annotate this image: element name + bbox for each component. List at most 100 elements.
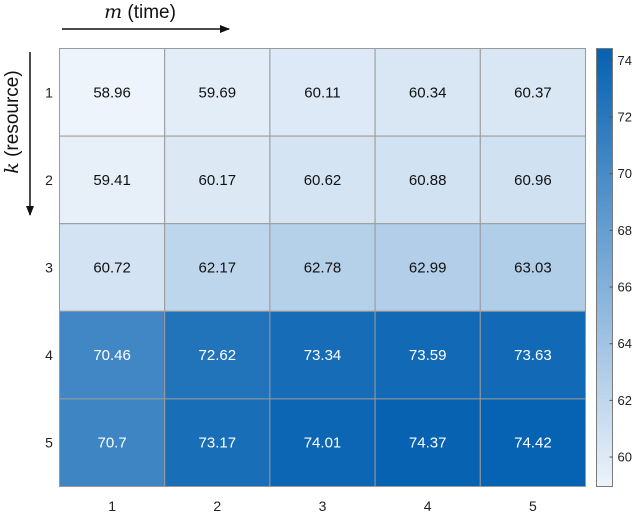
colorbar-segment — [596, 205, 613, 210]
colorbar-segment — [596, 143, 613, 148]
colorbar-segment — [596, 132, 613, 137]
colorbar-segment — [596, 369, 613, 374]
colorbar-segment — [596, 183, 613, 188]
heatmap-cell — [269, 310, 376, 400]
colorbar-segment — [596, 336, 613, 342]
colorbar-segment — [596, 355, 613, 360]
colorbar-frame — [596, 48, 613, 487]
x-tick-label: 2 — [213, 498, 221, 512]
colorbar-segment — [596, 420, 613, 426]
heatmap-cell — [374, 223, 481, 312]
cell-value-label: 70.46 — [93, 347, 131, 364]
cell-value-label: 73.17 — [199, 435, 237, 452]
colorbar-segment — [596, 260, 613, 265]
colorbar-tick-label: 64 — [618, 336, 632, 351]
colorbar-segment — [596, 168, 613, 174]
colorbar-segment — [596, 106, 613, 112]
colorbar-segment — [596, 103, 613, 108]
cell-value-label: 59.41 — [93, 172, 131, 189]
y-tick-label: 2 — [45, 172, 53, 188]
heatmap-cell — [479, 223, 586, 312]
colorbar-segment — [596, 377, 613, 382]
colorbar-segment — [596, 52, 613, 57]
x-tick-label: 5 — [529, 498, 537, 512]
colorbar-segment — [596, 413, 613, 418]
colorbar-segment — [596, 92, 613, 97]
cell-value-label: 60.62 — [304, 172, 342, 189]
colorbar-segment — [596, 85, 613, 90]
heatmap-cell — [164, 223, 271, 312]
colorbar-segment — [596, 409, 613, 415]
colorbar-tick-label: 62 — [618, 393, 632, 408]
cell-value-label: 63.03 — [514, 260, 552, 277]
heatmap-cell — [59, 223, 166, 312]
colorbar-segment — [596, 475, 613, 480]
colorbar-tick-label: 66 — [618, 280, 632, 295]
x-tick-labels: 1 2 3 4 5 — [108, 498, 537, 512]
colorbar-segment — [596, 74, 613, 79]
colorbar-segment — [596, 55, 613, 61]
colorbar-segment — [596, 428, 613, 433]
y-tick-label: 3 — [45, 260, 53, 276]
colorbar-segment — [596, 220, 613, 225]
colorbar-segment — [596, 139, 613, 144]
colorbar-segment — [596, 161, 613, 166]
colorbar-segment — [596, 158, 613, 163]
heatmap-cell — [374, 135, 481, 225]
colorbar-segment — [596, 450, 613, 455]
colorbar-segment — [596, 289, 613, 294]
colorbar-segment — [596, 194, 613, 199]
cell-value-label: 58.96 — [93, 84, 131, 101]
colorbar-segment — [596, 165, 613, 170]
colorbar-segment — [596, 431, 613, 436]
colorbar-segment — [596, 300, 613, 305]
cell-value-label: 60.17 — [199, 172, 237, 189]
y-tick-label: 4 — [45, 347, 53, 363]
colorbar-tick-label: 72 — [618, 110, 632, 125]
colorbar-segment — [596, 190, 613, 196]
colorbar-segment — [596, 234, 613, 239]
y-axis-variable: k — [1, 162, 23, 174]
colorbar-segment — [596, 347, 613, 353]
colorbar-segment — [596, 99, 613, 104]
colorbar-segment — [596, 395, 613, 400]
colorbar-segment — [596, 424, 613, 429]
colorbar-segment — [596, 471, 613, 477]
cell-value-label: 60.88 — [409, 172, 447, 189]
cell-value-label: 74.37 — [409, 435, 447, 452]
colorbar-segment — [596, 380, 613, 385]
colorbar-segment — [596, 216, 613, 221]
cell-value-label: 60.34 — [409, 84, 447, 101]
heatmap-cell — [59, 135, 166, 225]
colorbar-segment — [596, 63, 613, 68]
colorbar-segment — [596, 278, 613, 283]
plot-frame — [59, 48, 586, 487]
colorbar-segment — [596, 293, 613, 298]
colorbar-segment — [596, 373, 613, 378]
colorbar-segment — [596, 95, 613, 101]
cell-value-label: 59.69 — [199, 84, 237, 101]
colorbar-tick-label: 60 — [618, 450, 632, 465]
cell-value-label: 60.37 — [514, 84, 552, 101]
y-tick-label: 1 — [45, 84, 53, 100]
colorbar: 60 62 64 66 68 70 72 74 — [596, 48, 632, 488]
colorbar-segment — [596, 198, 613, 203]
colorbar-segment — [596, 252, 613, 258]
y-tick-labels: 1 2 3 4 5 — [45, 84, 53, 450]
colorbar-segment — [596, 271, 613, 276]
colorbar-segment — [596, 114, 613, 119]
colorbar-segment — [596, 81, 613, 86]
colorbar-tick-label: 68 — [618, 223, 632, 238]
x-axis-text: (time) — [122, 2, 176, 23]
colorbar-segment — [596, 117, 613, 123]
cell-value-label: 70.7 — [97, 435, 126, 452]
colorbar-segment — [596, 333, 613, 338]
colorbar-segment — [596, 59, 613, 64]
colorbar-segment — [596, 362, 613, 367]
cell-value-label: 62.17 — [199, 260, 237, 277]
colorbar-segment — [596, 325, 613, 331]
colorbar-segment — [596, 285, 613, 290]
cell-value-label: 74.01 — [304, 435, 342, 452]
heatmap-cell — [374, 398, 481, 487]
colorbar-segment — [596, 154, 613, 159]
